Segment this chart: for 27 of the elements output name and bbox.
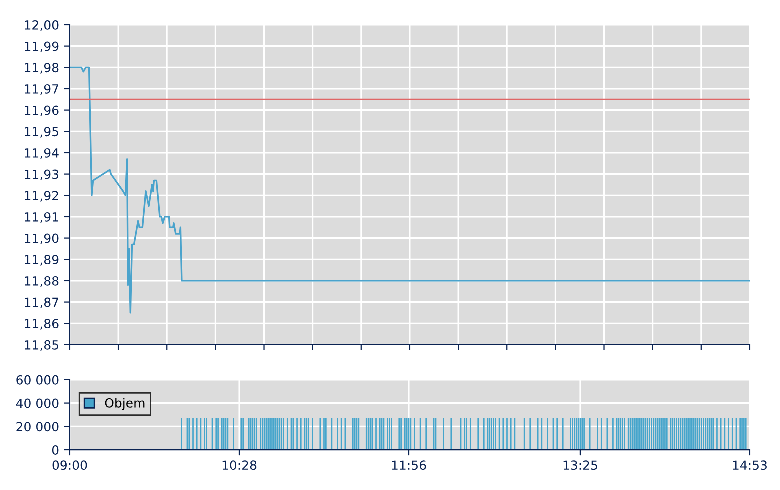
x-tick-label: 10:28: [222, 460, 257, 470]
y-tick-label: 11,88: [25, 276, 59, 288]
y-tick-label: 11,97: [25, 84, 58, 96]
y-tick-label: 11,85: [25, 340, 58, 352]
y-tick-label: 11,98: [25, 63, 59, 74]
y-tick-label: 11,93: [25, 170, 59, 181]
y-tick-label: 11,91: [25, 212, 58, 224]
y-tick-label: 11,90: [25, 234, 59, 245]
x-tick-label: 09:00: [52, 460, 88, 470]
line-series: [70, 66, 750, 314]
y-tick-label: 60 000: [16, 375, 59, 385]
y-tick-label: 11,89: [25, 255, 59, 266]
y-tick-label: 11,92: [25, 191, 58, 202]
legend-label: Objem: [105, 398, 145, 410]
x-tick-label: 11:56: [392, 460, 426, 470]
y-tick-label: 11,87: [25, 298, 58, 308]
y-tick-label: 20 000: [16, 422, 59, 432]
x-tick-label: 13:25: [564, 460, 598, 470]
y-tick-label: 11,86: [25, 319, 59, 330]
y-tick-label: 11,95: [25, 127, 58, 138]
x-tick-label: 14:53: [733, 460, 767, 470]
y-tick-label: 12,00: [25, 20, 59, 32]
y-tick-label: 0: [52, 445, 59, 455]
y-tick-label: 40 000: [16, 398, 59, 408]
y-tick-label: 11,94: [25, 148, 59, 160]
y-tick-label: 11,96: [25, 106, 59, 117]
y-tick-label: 11,99: [25, 42, 59, 53]
